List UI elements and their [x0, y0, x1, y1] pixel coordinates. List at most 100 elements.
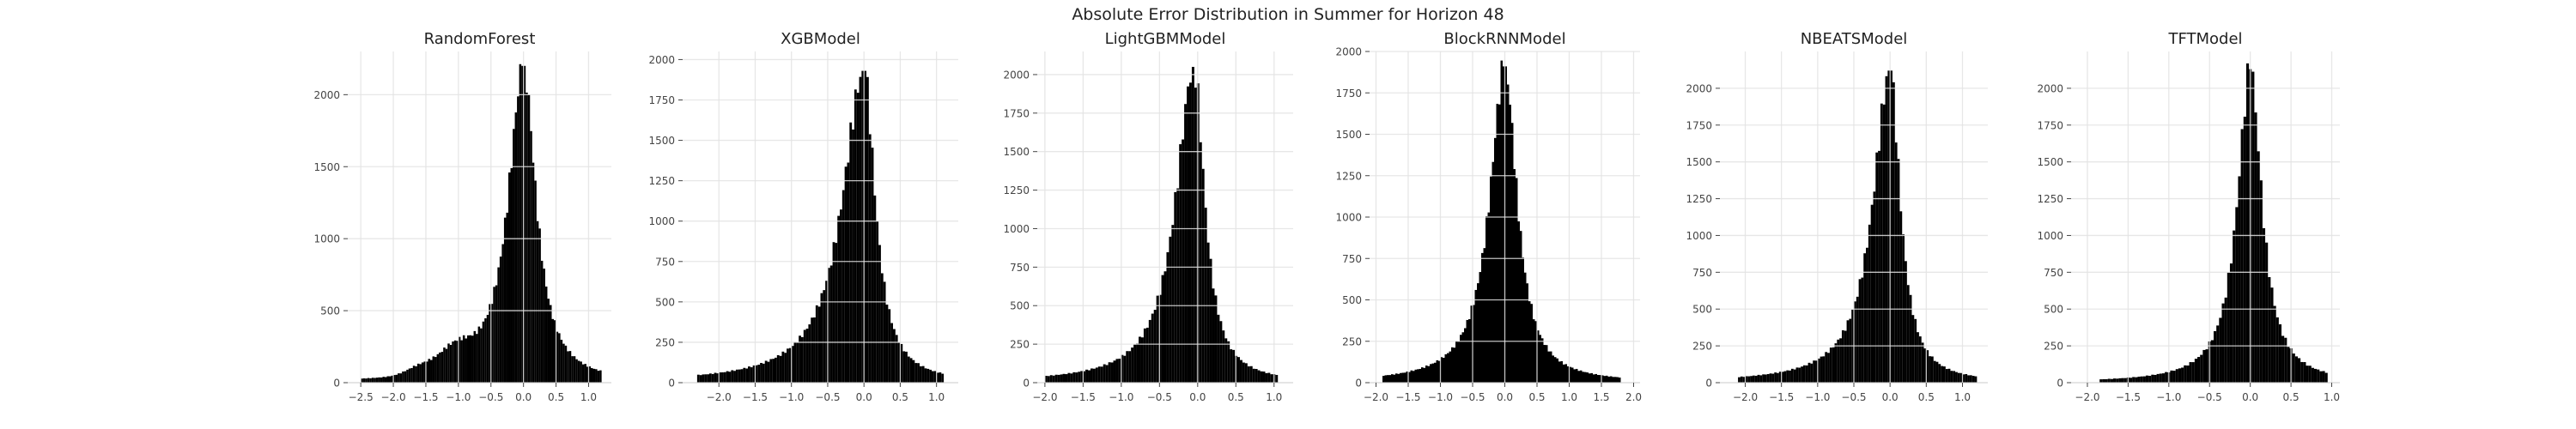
histogram-bar: [361, 378, 363, 383]
histogram-bar: [1849, 318, 1852, 383]
x-tick-label: −0.5: [2197, 391, 2222, 403]
histogram-bar: [2300, 361, 2304, 383]
histogram-bar: [462, 335, 465, 383]
histogram-bar: [1052, 375, 1055, 383]
histogram-bars: [2099, 63, 2328, 384]
y-tick-label: 1750: [648, 94, 675, 106]
histogram-bar: [421, 362, 424, 383]
histogram-bar: [506, 212, 508, 383]
histogram-bar: [1552, 355, 1554, 383]
histogram-bar: [473, 330, 477, 383]
histogram-bar: [1885, 76, 1888, 384]
histogram-bar: [577, 360, 580, 383]
x-tick-label: 0.5: [1528, 391, 1545, 403]
histogram-bar: [1113, 360, 1116, 383]
histogram-bar: [436, 353, 440, 383]
histogram-bar: [1388, 375, 1391, 383]
histogram-bar: [1457, 341, 1460, 383]
histogram-bar: [2137, 377, 2141, 383]
histogram-bar: [2159, 373, 2162, 383]
histogram-bar: [856, 93, 860, 384]
histogram-bar: [380, 377, 383, 383]
histogram-bar: [1921, 342, 1924, 383]
histogram-bar: [592, 368, 596, 383]
histogram-bar: [1400, 372, 1402, 383]
y-tick-label: 250: [655, 336, 675, 348]
y-tick-label: 2000: [1686, 82, 1712, 94]
histogram-bar: [2284, 337, 2287, 383]
histogram-bar: [1219, 321, 1223, 383]
histogram-bar: [415, 366, 417, 383]
histogram-bar: [1212, 288, 1215, 383]
histogram-bar: [1057, 374, 1060, 383]
histogram-bar: [1950, 371, 1953, 383]
histogram-bar: [584, 364, 586, 383]
histogram-bar: [404, 371, 407, 383]
histogram-bar: [2191, 362, 2195, 383]
histogram-bar: [892, 329, 896, 383]
histogram-bar: [1080, 371, 1084, 383]
histogram-bar: [1887, 70, 1891, 384]
histogram-bar: [1935, 361, 1939, 383]
histogram-bar: [2170, 370, 2173, 383]
histogram-bar: [2270, 287, 2274, 383]
histogram-bar: [484, 317, 487, 383]
histogram-bar: [503, 217, 507, 383]
histogram-bar: [465, 338, 467, 383]
histogram-bar: [573, 356, 576, 383]
histogram-bar: [1387, 375, 1389, 383]
histogram-bar: [1461, 332, 1464, 383]
histogram-bars: [1044, 66, 1279, 384]
y-tick-label: 750: [1010, 262, 1030, 274]
histogram-bar: [591, 368, 593, 383]
x-tick-label: 0.5: [892, 391, 908, 403]
histogram-bar: [1926, 350, 1929, 383]
histogram-bar: [1909, 294, 1912, 383]
x-tick-label: −1.0: [446, 391, 471, 403]
histogram-bar: [1118, 359, 1121, 383]
histogram-bar: [840, 209, 842, 383]
histogram-bar: [1781, 372, 1784, 383]
y-tick-label: 2000: [1003, 69, 1030, 81]
figure-title: Absolute Error Distribution in Summer fo…: [1072, 5, 1504, 24]
y-tick-label: 1500: [1003, 146, 1030, 158]
histogram-bar: [1468, 319, 1471, 383]
histogram-bar: [1184, 104, 1188, 383]
histogram-bar: [1455, 341, 1458, 383]
x-tick-label: 0.0: [2242, 391, 2258, 403]
histogram-bar: [1504, 66, 1507, 384]
x-tick-label: 0.0: [1882, 391, 1899, 403]
histogram-bar: [1569, 366, 1571, 383]
histogram-bar: [929, 369, 933, 383]
y-tick-label: 0: [1705, 378, 1712, 390]
histogram-bar: [1158, 294, 1162, 383]
histogram-bar: [750, 367, 753, 383]
histogram-bar: [1438, 360, 1441, 383]
histogram-bar: [1789, 370, 1791, 383]
histogram-bar: [1115, 359, 1119, 383]
histogram-bar: [1774, 372, 1777, 383]
histogram-bar: [829, 265, 833, 383]
histogram-bar: [1242, 362, 1245, 383]
histogram-bar: [2221, 303, 2225, 383]
histogram-bar: [471, 335, 474, 383]
x-tick-label: 1.0: [580, 391, 597, 403]
histogram-bar: [2123, 378, 2127, 383]
histogram-bar: [719, 372, 722, 383]
histogram-bar: [1408, 372, 1411, 383]
histogram-bar: [1890, 70, 1893, 384]
histogram-bar: [378, 377, 380, 383]
histogram-bar: [1892, 82, 1895, 383]
histogram-bar: [1832, 347, 1835, 383]
histogram-bar: [1209, 258, 1212, 383]
histogram-bar: [560, 339, 563, 383]
histogram-bar: [2235, 207, 2239, 383]
histogram-bar: [1614, 377, 1617, 383]
histogram-bar: [941, 373, 945, 383]
y-tick-label: 1250: [1003, 184, 1030, 196]
y-tick-label: 1000: [313, 233, 340, 245]
histogram-bar: [1878, 150, 1880, 383]
x-tick-label: −0.5: [478, 391, 503, 403]
histogram-bar: [1410, 370, 1413, 383]
histogram-bars: [1738, 70, 1978, 384]
